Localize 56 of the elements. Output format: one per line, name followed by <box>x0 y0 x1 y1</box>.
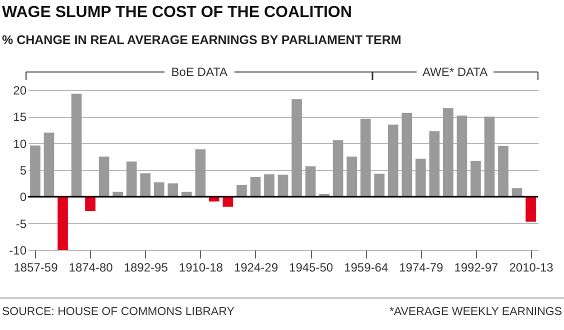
text: BoE DATA <box>171 65 228 79</box>
y-tick-label: -5 <box>16 216 27 231</box>
bar <box>456 116 468 197</box>
y-tick-label: 10 <box>13 136 27 151</box>
bar <box>126 161 137 197</box>
bar <box>388 124 398 197</box>
bar <box>292 99 302 197</box>
x-tick-label: 1992-97 <box>454 260 499 274</box>
bar <box>484 116 495 197</box>
y-tick-label: 15 <box>13 110 27 124</box>
text: *AVERAGE WEEKLY EARNINGS <box>389 306 562 318</box>
bar <box>498 146 508 197</box>
bar <box>98 156 110 197</box>
x-tick-label: 1857-59 <box>14 260 58 274</box>
y-tick-label: -10 <box>9 244 27 258</box>
y-tick-label: 5 <box>20 164 27 178</box>
bar <box>30 145 40 197</box>
bar <box>168 183 178 197</box>
bar <box>236 184 247 197</box>
bar <box>195 149 206 197</box>
bar <box>250 176 261 197</box>
x-tick-label: 1924-29 <box>234 260 278 274</box>
text: AWE* DATA <box>422 65 488 79</box>
bar <box>402 112 412 197</box>
x-tick-label: 1959-64 <box>344 260 388 274</box>
bar <box>278 174 288 197</box>
bar <box>526 196 536 222</box>
x-tick-label: 1945-50 <box>289 260 334 274</box>
bar <box>71 94 82 197</box>
chart-subtitle: % CHANGE IN REAL AVERAGE EARNINGS BY PARLIAMENT TERM <box>2 33 402 47</box>
chart-title: WAGE SLUMP THE COST OF THE COALITION <box>2 4 352 21</box>
y-tick-label: 0 <box>20 190 27 204</box>
bar <box>415 158 426 197</box>
x-tick-label: 1874-80 <box>68 260 114 274</box>
bar <box>264 174 274 197</box>
bar <box>85 196 96 212</box>
x-tick-label: 1892-95 <box>124 260 168 274</box>
bar <box>470 160 481 197</box>
y-tick-label: 20 <box>13 84 27 98</box>
bar <box>360 118 371 197</box>
source-note: SOURCE: HOUSE OF COMMONS LIBRARY <box>2 306 235 318</box>
bar <box>58 196 68 250</box>
bar <box>44 132 54 197</box>
bar <box>332 140 344 197</box>
x-tick-label: 1974-79 <box>399 260 444 274</box>
bar <box>305 166 316 197</box>
bar <box>154 182 164 197</box>
bar <box>443 108 454 197</box>
bar <box>222 196 234 207</box>
bar <box>140 173 151 197</box>
bar <box>512 188 522 197</box>
bar <box>346 156 357 197</box>
x-tick-label: 2010-13 <box>509 260 554 274</box>
bar <box>429 131 440 197</box>
bar <box>374 174 385 197</box>
x-tick-label: 1910-18 <box>178 260 224 274</box>
